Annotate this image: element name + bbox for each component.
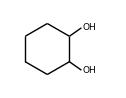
Text: OH: OH	[82, 66, 96, 75]
Text: OH: OH	[82, 23, 96, 32]
